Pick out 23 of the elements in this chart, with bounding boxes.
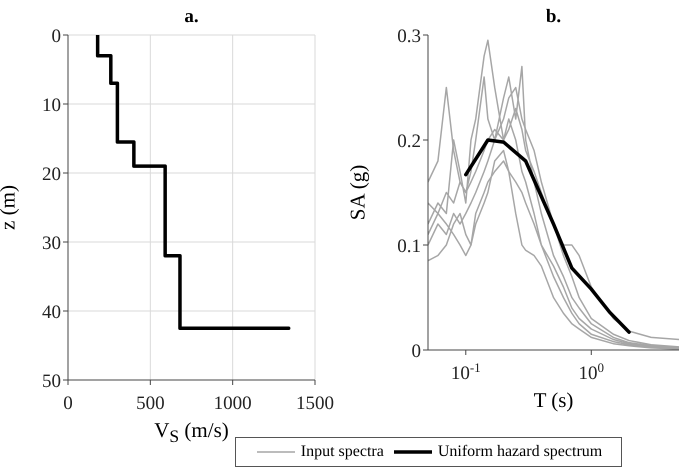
x-tick-label: 500: [136, 393, 165, 414]
x-tick-label: 10$^{-1}$: [450, 360, 481, 384]
y-tick-label: 50: [42, 371, 61, 392]
y-tick-label: 40: [42, 302, 61, 323]
y-tick-label: 20: [42, 164, 61, 185]
y-tick-label: 0: [52, 26, 61, 47]
chart-title: a.: [183, 6, 200, 28]
x-axis-title: T (s): [532, 388, 574, 413]
x-tick-label: 1500: [296, 393, 334, 414]
chart-title: b.: [544, 6, 562, 28]
y-tick-label: 0.2: [397, 131, 421, 152]
x-tick-label: 10$^{0}$: [578, 360, 604, 384]
y-axis-title: z (m): [0, 184, 20, 232]
y-tick-label: 0.3: [397, 26, 421, 47]
x-axis-title: V$_{S}$ (m/s): [153, 418, 230, 448]
y-tick-label: 10: [42, 95, 61, 116]
y-tick-label: 0: [412, 341, 421, 362]
x-tick-label: 1000: [214, 393, 252, 414]
legend-label: Input spectra: [300, 443, 384, 461]
y-axis-title: SA (g): [346, 163, 370, 222]
y-tick-label: 0.1: [397, 236, 421, 257]
y-tick-label: 30: [42, 233, 61, 254]
legend-label: Uniform hazard spectrum: [438, 443, 602, 461]
